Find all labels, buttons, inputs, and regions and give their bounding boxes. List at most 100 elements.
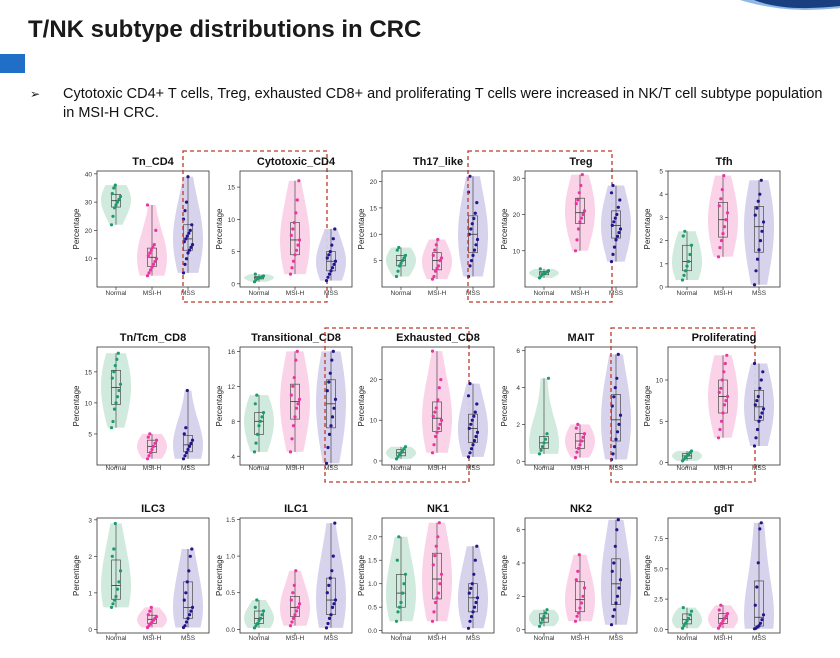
data-point bbox=[294, 609, 299, 613]
data-point bbox=[686, 616, 691, 621]
data-point bbox=[717, 608, 721, 612]
data-point bbox=[581, 594, 585, 598]
y-tick-label: 4 bbox=[516, 385, 520, 392]
data-point bbox=[118, 569, 123, 573]
x-tick-label: MSI-H bbox=[714, 465, 733, 472]
x-tick-label: MSS bbox=[324, 465, 339, 472]
data-point bbox=[293, 613, 297, 617]
data-point bbox=[326, 621, 330, 626]
data-point bbox=[394, 274, 399, 279]
data-point bbox=[614, 238, 618, 242]
data-point bbox=[431, 253, 435, 257]
data-point bbox=[148, 609, 152, 613]
x-tick-label: MSI-H bbox=[571, 465, 590, 472]
y-tick-label: 1.5 bbox=[226, 517, 235, 524]
data-point bbox=[255, 393, 259, 397]
data-point bbox=[333, 521, 337, 525]
data-point bbox=[149, 248, 153, 252]
data-point bbox=[111, 419, 115, 424]
x-tick-label: MSS bbox=[466, 465, 481, 472]
y-tick-label: 7.5 bbox=[654, 536, 663, 543]
y-tick-label: 10 bbox=[656, 378, 664, 385]
data-point bbox=[327, 432, 332, 436]
data-point bbox=[431, 414, 435, 418]
data-point bbox=[612, 245, 617, 249]
x-tick-label: MSS bbox=[609, 635, 624, 642]
y-tick-label: 5 bbox=[88, 431, 92, 438]
data-point bbox=[291, 591, 295, 595]
chart-title: NK1 bbox=[427, 503, 449, 515]
y-axis-label: Percentage bbox=[357, 208, 366, 249]
y-tick-label: 15 bbox=[85, 369, 93, 376]
data-point bbox=[297, 238, 302, 242]
data-point bbox=[182, 598, 186, 602]
y-axis-label: Percentage bbox=[500, 208, 509, 249]
data-point bbox=[181, 457, 186, 461]
data-point bbox=[576, 227, 581, 231]
data-point bbox=[616, 205, 620, 209]
data-point bbox=[537, 452, 542, 456]
data-point bbox=[114, 401, 118, 405]
data-point bbox=[611, 183, 615, 188]
data-point bbox=[184, 620, 189, 624]
data-point bbox=[183, 262, 187, 266]
data-point bbox=[439, 418, 444, 422]
data-point bbox=[117, 197, 121, 201]
data-point bbox=[722, 225, 727, 229]
data-point bbox=[755, 399, 759, 403]
data-point bbox=[329, 613, 333, 617]
data-point bbox=[146, 435, 150, 439]
y-tick-label: 1.0 bbox=[368, 581, 377, 588]
x-tick-label: Normal bbox=[391, 290, 413, 297]
x-tick-label: Normal bbox=[677, 290, 699, 297]
data-point bbox=[433, 248, 437, 252]
data-point bbox=[433, 410, 437, 414]
data-point bbox=[253, 402, 257, 406]
data-point bbox=[327, 380, 331, 384]
x-tick-label: MSI-H bbox=[714, 635, 733, 642]
data-point bbox=[542, 441, 546, 445]
y-tick-label: 4 bbox=[516, 561, 520, 568]
chart-title: ILC1 bbox=[284, 503, 308, 515]
data-point bbox=[545, 432, 549, 436]
data-point bbox=[475, 596, 480, 600]
data-point bbox=[190, 223, 194, 227]
data-point bbox=[612, 395, 616, 399]
data-point bbox=[473, 410, 477, 414]
data-point bbox=[615, 234, 620, 238]
chart-title: Tn_CD4 bbox=[132, 156, 174, 168]
data-point bbox=[469, 615, 474, 619]
data-point bbox=[289, 233, 293, 237]
data-point bbox=[682, 624, 686, 628]
panel-mait: MAIT Percentage 0 2 4 6 Normal MSI-H MSS bbox=[500, 332, 638, 472]
data-point bbox=[474, 434, 478, 439]
data-point bbox=[293, 415, 297, 419]
data-point bbox=[540, 618, 545, 622]
data-point bbox=[402, 582, 406, 586]
x-tick-label: MSS bbox=[181, 465, 196, 472]
y-tick-label: 10 bbox=[513, 248, 521, 255]
data-point bbox=[616, 352, 620, 356]
data-point bbox=[402, 256, 406, 260]
data-point bbox=[113, 183, 117, 187]
data-point bbox=[288, 272, 293, 276]
data-point bbox=[681, 606, 685, 610]
data-point bbox=[333, 397, 338, 401]
data-point bbox=[467, 591, 471, 595]
data-point bbox=[293, 253, 297, 257]
data-point bbox=[397, 264, 402, 268]
data-point bbox=[685, 619, 689, 623]
data-point bbox=[395, 248, 399, 252]
data-point bbox=[295, 198, 299, 202]
data-point bbox=[331, 237, 335, 241]
data-point bbox=[184, 200, 189, 204]
data-point bbox=[752, 361, 757, 366]
data-point bbox=[471, 253, 475, 257]
data-point bbox=[470, 222, 474, 226]
data-point bbox=[292, 583, 296, 588]
data-point bbox=[118, 194, 123, 199]
data-point bbox=[403, 445, 408, 449]
y-tick-label: 6 bbox=[516, 527, 520, 534]
y-tick-label: 10 bbox=[85, 256, 93, 263]
y-tick-label: 0 bbox=[659, 460, 663, 467]
